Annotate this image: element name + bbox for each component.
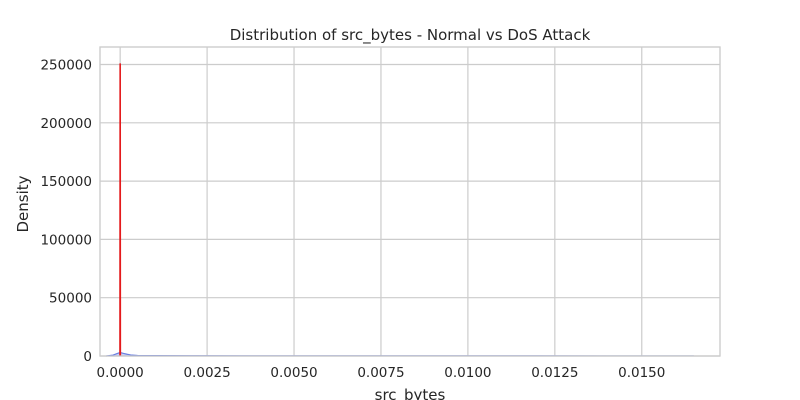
x-axis-label: src_bytes bbox=[375, 386, 446, 400]
y-tick-label: 50000 bbox=[49, 291, 92, 307]
x-tick-label: 0.0000 bbox=[97, 365, 144, 381]
x-tick-label: 0.0050 bbox=[270, 365, 317, 381]
y-tick-label: 200000 bbox=[40, 116, 92, 132]
y-axis-label: Density bbox=[14, 175, 32, 232]
chart-title: Distribution of src_bytes - Normal vs Do… bbox=[230, 26, 591, 45]
x-tick-label: 0.0150 bbox=[618, 365, 665, 381]
y-tick-label: 0 bbox=[83, 349, 92, 365]
y-tick-label: 100000 bbox=[40, 232, 92, 248]
y-tick-label: 250000 bbox=[40, 57, 92, 73]
x-tick-labels: 0.0000 0.0025 0.0050 0.0075 0.0100 0.0125 0.01… bbox=[97, 365, 666, 381]
y-tick-labels: 0 50000 100000 150000 200000 250000 bbox=[40, 57, 92, 365]
x-tick-label: 0.0125 bbox=[531, 365, 578, 381]
x-tick-label: 0.0025 bbox=[183, 365, 230, 381]
x-tick-label: 0.0075 bbox=[357, 365, 404, 381]
x-tick-label: 0.0100 bbox=[444, 365, 491, 381]
plot-border bbox=[99, 46, 721, 357]
plot-area bbox=[99, 46, 721, 357]
y-tick-label: 150000 bbox=[40, 174, 92, 190]
